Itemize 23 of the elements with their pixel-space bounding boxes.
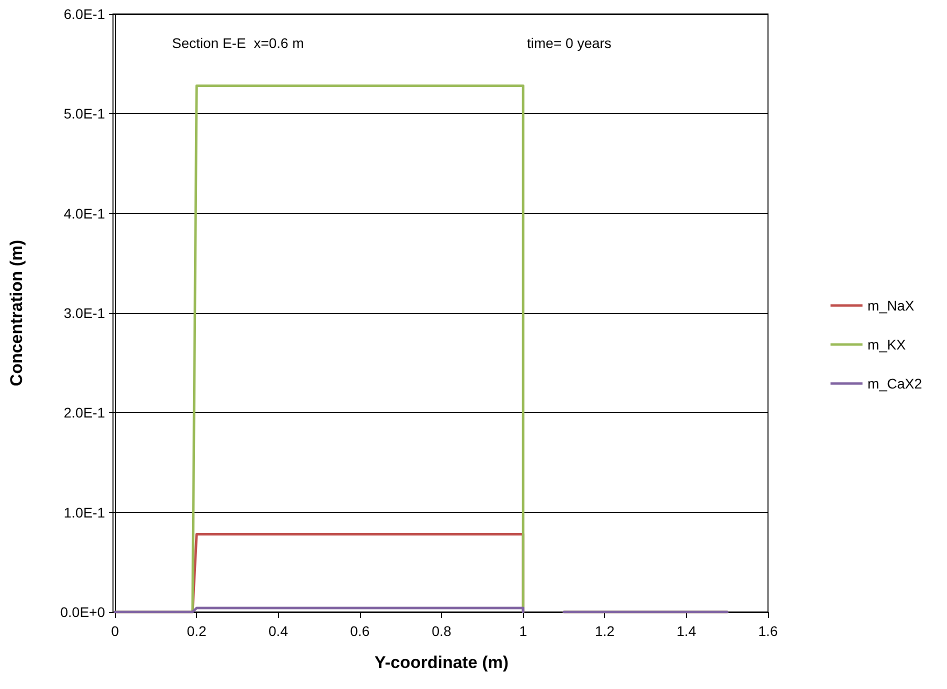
annotation: Section E-E x=0.6 m — [172, 35, 304, 51]
x-tick-label: 1.4 — [676, 623, 696, 639]
y-axis-title: Concentration (m) — [7, 240, 26, 386]
x-tick-label: 1 — [519, 623, 528, 639]
x-axis-title: Y-coordinate (m) — [374, 653, 509, 672]
y-tick-label: 5.0E-1 — [64, 106, 106, 122]
y-tick-label: 2.0E-1 — [64, 404, 106, 421]
x-tick-label: 1.2 — [595, 623, 615, 639]
annotation: time= 0 years — [527, 35, 612, 51]
y-tick-label: 1.0E-1 — [64, 504, 106, 520]
legend-label: m_CaX2 — [868, 376, 922, 392]
x-tick-label: 1.6 — [758, 623, 778, 639]
x-tick-label: 0.6 — [350, 623, 370, 639]
x-tick-label: 0 — [111, 623, 120, 639]
y-tick-label: 0.0E+0 — [60, 604, 106, 620]
legend-label: m_NaX — [868, 298, 915, 314]
y-tick-label: 6.0E-1 — [64, 6, 106, 22]
legend-label: m_KX — [868, 336, 906, 352]
x-tick-label: 0.8 — [432, 623, 452, 639]
y-tick-label: 4.0E-1 — [64, 205, 106, 222]
y-tick-label: 3.0E-1 — [64, 305, 106, 321]
x-tick-label: 0.2 — [186, 623, 207, 639]
x-tick-label: 0.4 — [268, 623, 288, 639]
